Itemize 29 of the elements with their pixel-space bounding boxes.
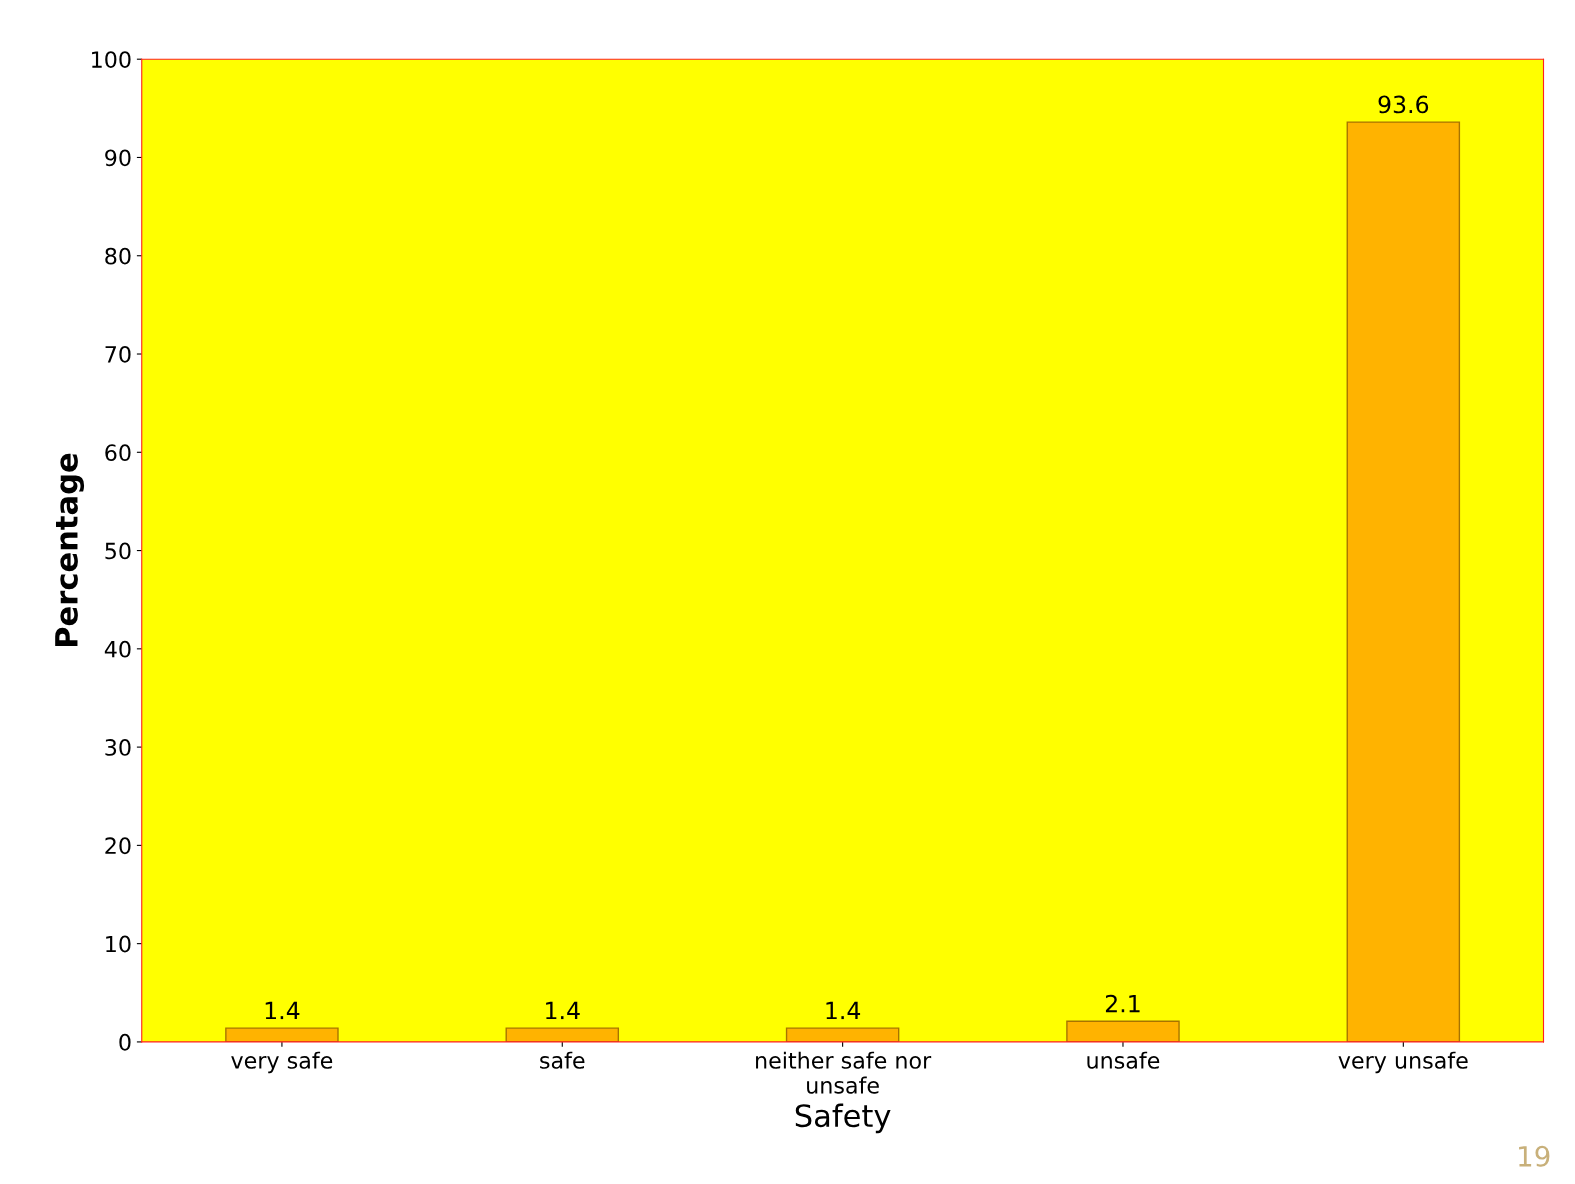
y-axis-title: Percentage bbox=[55, 453, 85, 647]
data-label: 1.4 bbox=[265, 1001, 300, 1020]
y-tick-label: 30 bbox=[105, 739, 131, 756]
x-axis-title: Safety bbox=[795, 1103, 891, 1134]
bar bbox=[225, 1027, 339, 1042]
y-tick-label: 90 bbox=[105, 149, 131, 167]
y-tick-label: 0 bbox=[119, 1033, 131, 1051]
y-tick-label: 40 bbox=[104, 640, 131, 658]
x-tick-label: very safe bbox=[231, 1051, 333, 1074]
text: 19 bbox=[1519, 1145, 1550, 1167]
y-tick-label: 100 bbox=[92, 51, 131, 68]
y-tick-label: 60 bbox=[105, 444, 131, 462]
x-tick-label: very unsafe bbox=[1338, 1051, 1468, 1074]
y-tick-label: 10 bbox=[106, 935, 131, 953]
y-tick-label: 70 bbox=[105, 345, 131, 363]
y-tick-label: 20 bbox=[105, 837, 131, 855]
x-tick-label: unsafe bbox=[1087, 1051, 1160, 1069]
bar bbox=[1066, 1020, 1180, 1042]
bar bbox=[785, 1027, 900, 1042]
x-tick-label: safe bbox=[540, 1051, 585, 1069]
data-label: 1.4 bbox=[826, 1001, 861, 1020]
y-tick-label: 50 bbox=[105, 542, 131, 560]
y-tick-label: 80 bbox=[105, 247, 131, 265]
bar bbox=[1346, 121, 1461, 1042]
data-label: 2.1 bbox=[1105, 994, 1140, 1013]
bar bbox=[505, 1027, 620, 1042]
data-label: 1.4 bbox=[546, 1001, 580, 1020]
data-label: 93.6 bbox=[1378, 95, 1429, 114]
x-tick-label: neither safe nor unsafe bbox=[756, 1051, 932, 1094]
